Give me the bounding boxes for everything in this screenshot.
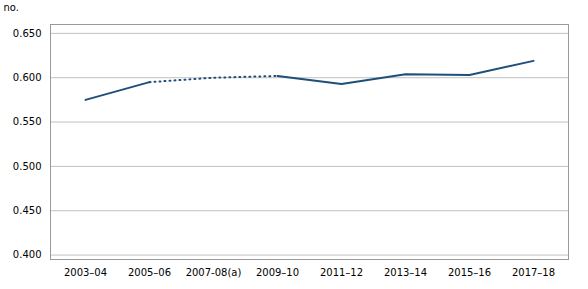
- svg-text:0.500: 0.500: [13, 161, 42, 172]
- svg-text:2015–16: 2015–16: [448, 267, 491, 278]
- svg-text:2009–10: 2009–10: [256, 267, 299, 278]
- svg-text:2005–06: 2005–06: [128, 267, 171, 278]
- svg-text:2013–14: 2013–14: [384, 267, 427, 278]
- svg-text:0.650: 0.650: [13, 28, 42, 39]
- svg-text:0.450: 0.450: [13, 205, 42, 216]
- svg-text:2011–12: 2011–12: [320, 267, 363, 278]
- svg-text:no.: no.: [4, 2, 19, 13]
- svg-text:0.400: 0.400: [13, 249, 42, 260]
- svg-text:2017–18: 2017–18: [512, 267, 555, 278]
- svg-text:2003–04: 2003–04: [64, 267, 107, 278]
- svg-text:2007-08(a): 2007-08(a): [186, 267, 242, 278]
- svg-text:0.550: 0.550: [13, 116, 42, 127]
- svg-text:0.600: 0.600: [13, 72, 42, 83]
